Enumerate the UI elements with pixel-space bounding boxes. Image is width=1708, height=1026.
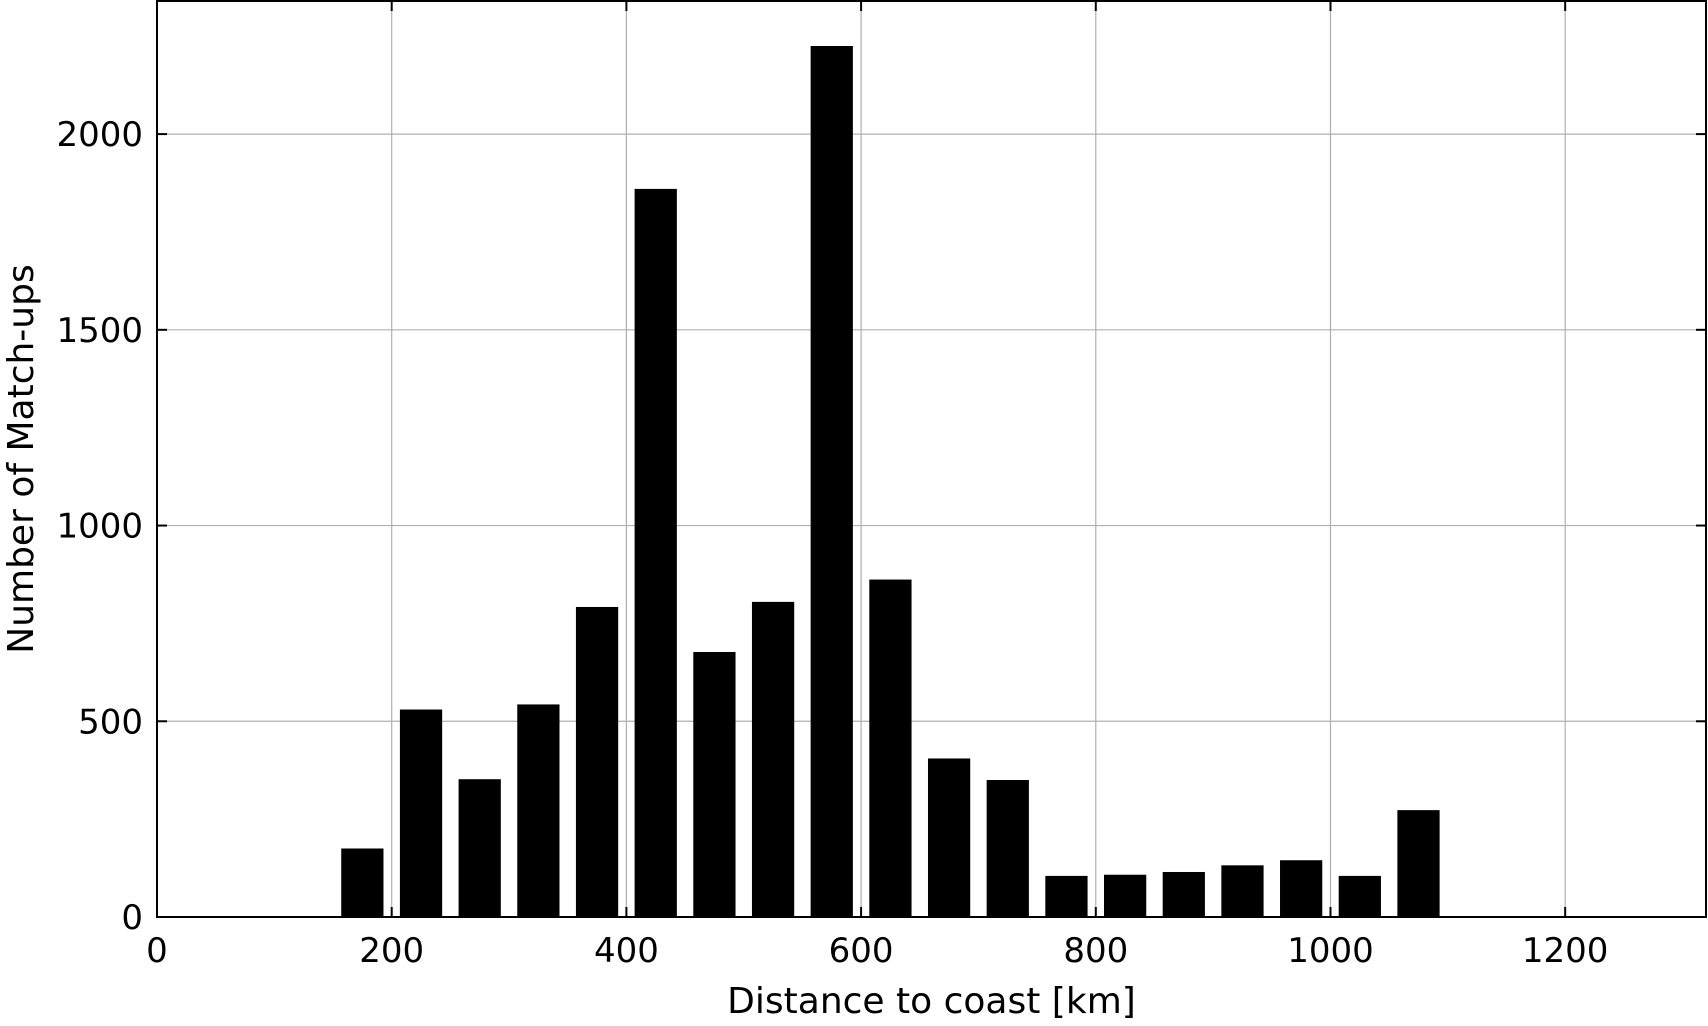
bar — [1280, 860, 1323, 917]
bars — [341, 46, 1440, 918]
bar — [517, 704, 560, 917]
y-tick-label: 0 — [121, 898, 143, 938]
bar — [1397, 810, 1440, 917]
x-tick-label: 1200 — [1522, 931, 1609, 971]
bar — [1045, 875, 1088, 917]
bar — [1221, 865, 1264, 917]
x-tick-label: 0 — [146, 931, 168, 971]
grid-lines — [156, 1, 1706, 918]
bar — [693, 651, 736, 917]
x-tick-labels: 0 200 400 600 800 1000 1200 — [146, 931, 1608, 971]
x-tick-label: 200 — [359, 931, 424, 971]
x-tick-label: 1000 — [1287, 931, 1374, 971]
plot-frame — [156, 0, 1707, 918]
bar — [458, 779, 501, 917]
y-tick-label: 1000 — [56, 507, 143, 547]
y-tick-labels: 0 500 1000 1500 2000 — [56, 115, 143, 938]
x-axis-label: Distance to coast [km] — [727, 981, 1136, 1022]
bar — [869, 579, 912, 917]
y-tick-label: 1500 — [56, 311, 143, 351]
bar — [927, 758, 971, 917]
y-axis-label: Number of Match-ups — [1, 264, 42, 653]
y-tick-label: 2000 — [56, 115, 143, 155]
tick-marks — [156, 1, 1706, 918]
bar — [634, 188, 677, 917]
x-tick-label: 800 — [1063, 931, 1128, 971]
bar — [575, 606, 619, 917]
bar — [341, 848, 384, 917]
bar — [399, 709, 443, 917]
bar — [1104, 874, 1147, 917]
bar — [1338, 875, 1381, 917]
x-tick-label: 600 — [829, 931, 894, 971]
bar — [751, 601, 795, 917]
y-tick-label: 500 — [78, 702, 143, 742]
x-tick-label: 400 — [594, 931, 659, 971]
bar — [810, 46, 853, 918]
bar — [986, 779, 1029, 917]
bar — [1162, 871, 1205, 917]
